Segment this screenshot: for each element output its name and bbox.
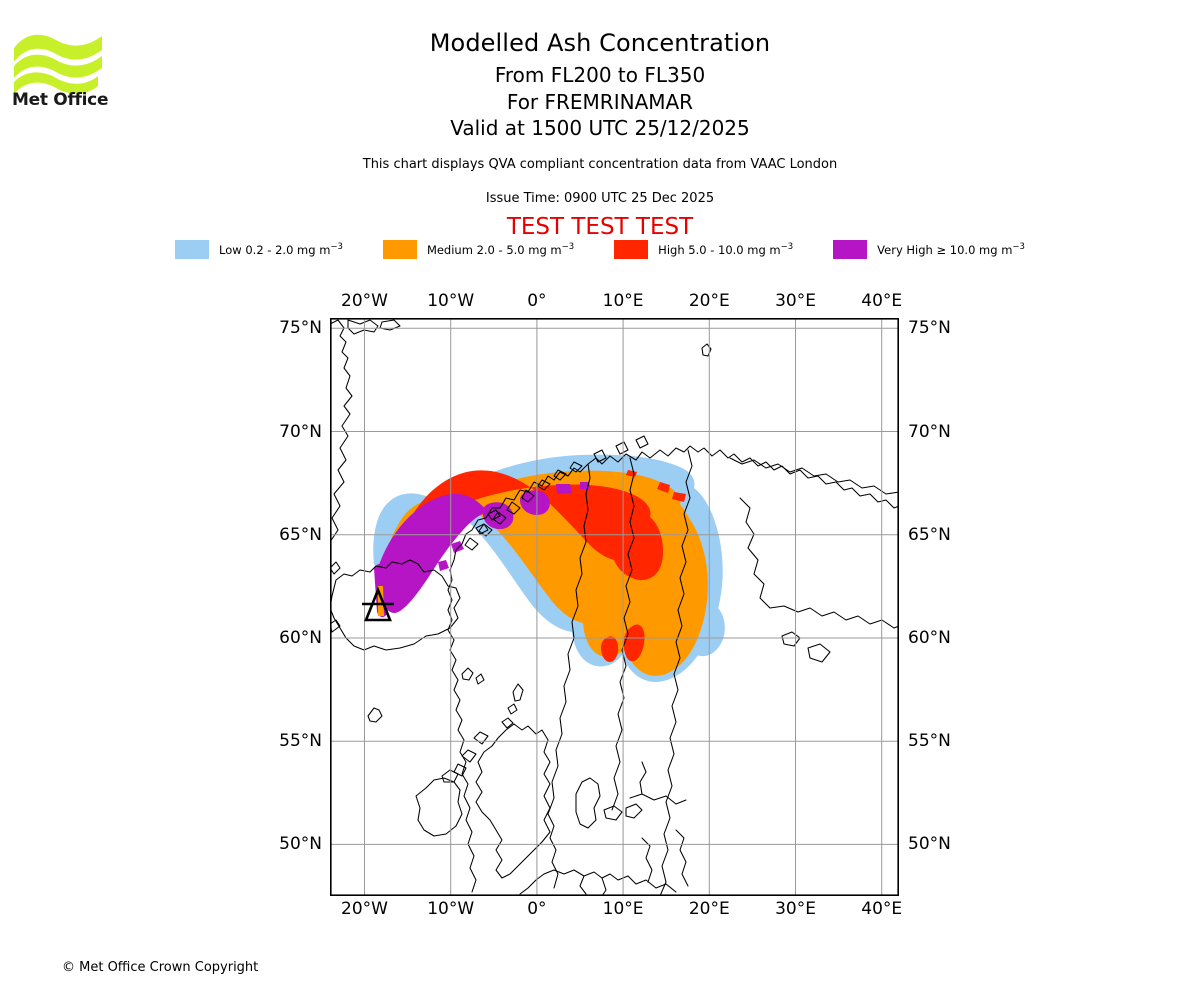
ash-plume-contours bbox=[373, 454, 725, 682]
lon-label-bottom-10E: 10°E bbox=[602, 899, 644, 919]
ash-concentration-map bbox=[330, 318, 899, 896]
concentration-legend: Low 0.2 - 2.0 mg m−3 Medium 2.0 - 5.0 mg… bbox=[0, 240, 1200, 259]
lon-label-bottom-0: 0° bbox=[527, 899, 547, 919]
plume-high-speck-b bbox=[672, 492, 686, 502]
lon-label-top-30E: 30°E bbox=[775, 291, 816, 311]
chart-subtitle: This chart displays QVA compliant concen… bbox=[362, 157, 838, 172]
lon-label-top-20W: 20°W bbox=[341, 291, 388, 311]
legend-swatch-very-high bbox=[833, 240, 868, 259]
volcano-source-marker bbox=[362, 586, 394, 622]
lat-label-right-50N: 50°N bbox=[908, 834, 951, 855]
lat-label-left-55N: 55°N bbox=[279, 731, 322, 752]
plume-very-high-blob-c bbox=[556, 484, 572, 494]
plume-very-high-blob-e bbox=[451, 541, 464, 553]
plume-high-tongue-a bbox=[623, 624, 645, 662]
plume-very-high-blob-a bbox=[482, 502, 514, 530]
volcano-name: For FREMRINAMAR bbox=[506, 90, 694, 114]
lat-label-left-60N: 60°N bbox=[279, 628, 322, 648]
copyright-notice: © Met Office Crown Copyright bbox=[62, 960, 259, 975]
map-canvas bbox=[330, 318, 899, 896]
legend-item-high: High 5.0 - 10.0 mg m−3 bbox=[614, 240, 793, 259]
plume-high-speck-a bbox=[657, 482, 670, 493]
met-office-logo bbox=[12, 22, 122, 117]
legend-item-low: Low 0.2 - 2.0 mg m−3 bbox=[175, 240, 343, 259]
lon-label-top-20E: 20°E bbox=[688, 291, 730, 311]
page-title: Modelled Ash Concentration bbox=[429, 29, 771, 57]
lat-label-right-75N: 75°N bbox=[908, 318, 951, 339]
legend-label-high: High 5.0 - 10.0 mg m−3 bbox=[658, 242, 794, 257]
legend-label-low: Low 0.2 - 2.0 mg m−3 bbox=[219, 242, 343, 257]
lon-label-bottom-30E: 30°E bbox=[775, 899, 816, 919]
lat-label-right-60N: 60°N bbox=[908, 628, 951, 648]
issue-time: Issue Time: 0900 UTC 25 Dec 2025 bbox=[485, 191, 715, 206]
lat-label-right-55N: 55°N bbox=[908, 731, 951, 752]
met-office-waves-icon bbox=[14, 34, 102, 94]
legend-label-medium: Medium 2.0 - 5.0 mg m−3 bbox=[426, 242, 575, 257]
met-office-wordmark: Met Office bbox=[12, 90, 109, 110]
lat-label-right-70N: 70°N bbox=[908, 421, 951, 442]
graticule-grid bbox=[330, 318, 899, 896]
lon-label-bottom-20E: 20°E bbox=[688, 899, 730, 919]
lat-label-right-65N: 65°N bbox=[908, 524, 951, 545]
lon-label-top-10E: 10°E bbox=[602, 291, 644, 311]
lon-label-bottom-20W: 20°W bbox=[341, 899, 388, 919]
legend-swatch-high bbox=[614, 240, 649, 259]
legend-item-very-high: Very High ≥ 10.0 mg m−3 bbox=[833, 240, 1025, 259]
plume-high-speck-c bbox=[626, 470, 637, 477]
plume-very-high-blob-b bbox=[520, 490, 550, 515]
plume-very-high-blob-f bbox=[438, 560, 449, 571]
plume-high-tongue-b bbox=[601, 636, 619, 662]
legend-label-very-high: Very High ≥ 10.0 mg m−3 bbox=[877, 242, 1025, 257]
plume-very-high-contour bbox=[375, 493, 488, 613]
lat-label-left-75N: 75°N bbox=[279, 318, 322, 339]
legend-swatch-medium bbox=[382, 240, 417, 259]
legend-item-medium: Medium 2.0 - 5.0 mg m−3 bbox=[382, 240, 575, 259]
flight-level-range: From FL200 to FL350 bbox=[494, 63, 706, 87]
lon-label-bottom-40E: 40°E bbox=[861, 899, 903, 919]
lon-label-top-40E: 40°E bbox=[861, 291, 903, 311]
lon-label-top-0: 0° bbox=[527, 291, 547, 311]
coastlines bbox=[330, 319, 899, 896]
lat-label-left-70N: 70°N bbox=[279, 421, 322, 442]
test-banner: TEST TEST TEST bbox=[506, 214, 694, 240]
lat-label-left-65N: 65°N bbox=[279, 524, 322, 545]
lon-label-top-10W: 10°W bbox=[427, 291, 475, 311]
lon-label-bottom-10W: 10°W bbox=[427, 899, 475, 919]
legend-swatch-low bbox=[175, 240, 210, 259]
lat-label-left-50N: 50°N bbox=[279, 834, 322, 855]
valid-time: Valid at 1500 UTC 25/12/2025 bbox=[450, 116, 750, 140]
